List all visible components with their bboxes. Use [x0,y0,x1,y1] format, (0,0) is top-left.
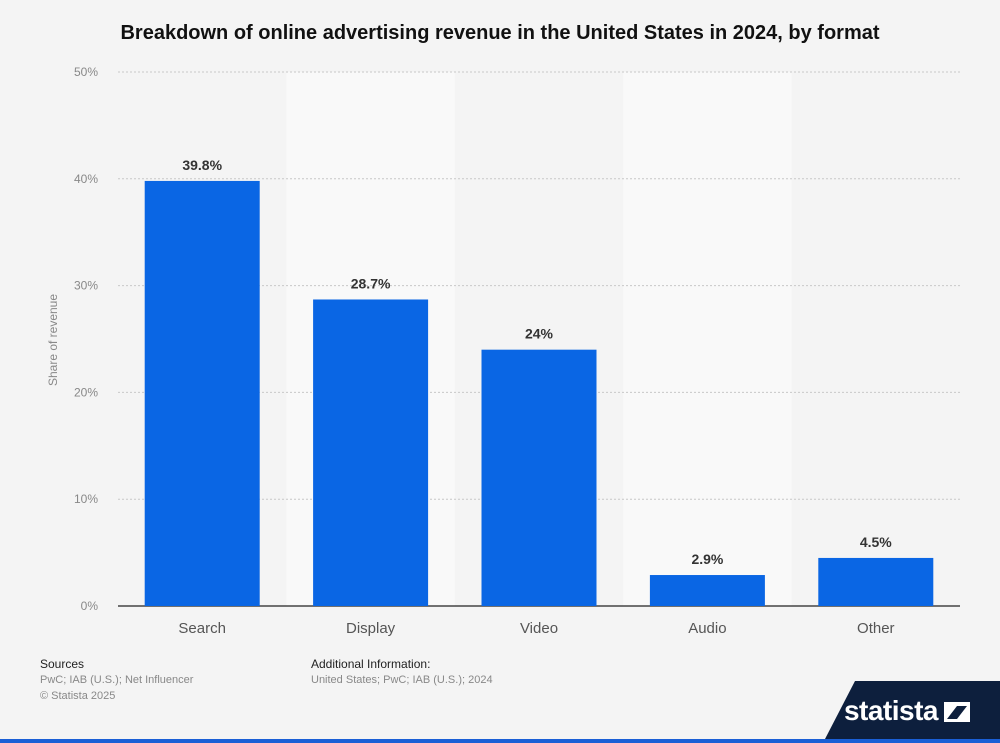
bar-display[interactable] [313,299,429,606]
logo-text: statista [843,695,939,726]
y-tick-label: 50% [74,65,98,79]
y-tick-labels: 0% 10% 20% 30% 40% 50% [74,65,98,613]
bar-search[interactable] [144,180,260,606]
bar-video[interactable] [481,349,597,606]
value-label: 24% [525,326,554,342]
x-tick-label: Video [520,620,558,637]
statista-mark-icon [944,702,970,722]
bar-chart: 0%10%20%30%40%50% 39.8%28.7%24%2.9%4.5% … [46,65,960,637]
additional-info-heading: Additional Information: [311,657,431,671]
bottom-accent-bar [0,739,1000,743]
value-label: 39.8% [182,157,222,173]
sources-text: PwC; IAB (U.S.); Net Influencer [40,674,194,686]
additional-info-block: Additional Information: United States; P… [311,656,493,688]
y-tick-label: 10% [74,492,98,506]
x-tick-labels: Search Display Video Audio Other [178,620,894,637]
y-tick-label: 0% [81,599,99,613]
chart-title: Breakdown of online advertising revenue … [120,22,880,44]
statista-logo[interactable]: statista [825,681,1000,739]
y-tick-label: 20% [74,385,98,399]
y-axis-label: Share of revenue [46,294,60,386]
x-tick-label: Other [857,620,895,637]
sources-block: Sources PwC; IAB (U.S.); Net Influencer … [40,656,193,704]
logo-background [825,681,1000,739]
sources-heading: Sources [40,657,85,671]
x-tick-label: Audio [688,620,726,637]
value-labels: 39.8% 28.7% 24% 2.9% 4.5% [182,157,892,567]
y-tick-label: 40% [74,172,98,186]
bar-audio[interactable] [649,575,765,606]
value-label: 4.5% [860,534,892,550]
y-tick-label: 30% [74,279,98,293]
band [623,72,792,606]
additional-info-text: United States; PwC; IAB (U.S.); 2024 [311,674,493,686]
bars [144,180,934,606]
x-tick-label: Display [346,620,396,637]
copyright-text: © Statista 2025 [40,690,116,702]
x-tick-label: Search [178,620,226,637]
bar-other[interactable] [818,557,934,606]
value-label: 2.9% [691,551,723,567]
value-label: 28.7% [351,275,391,291]
